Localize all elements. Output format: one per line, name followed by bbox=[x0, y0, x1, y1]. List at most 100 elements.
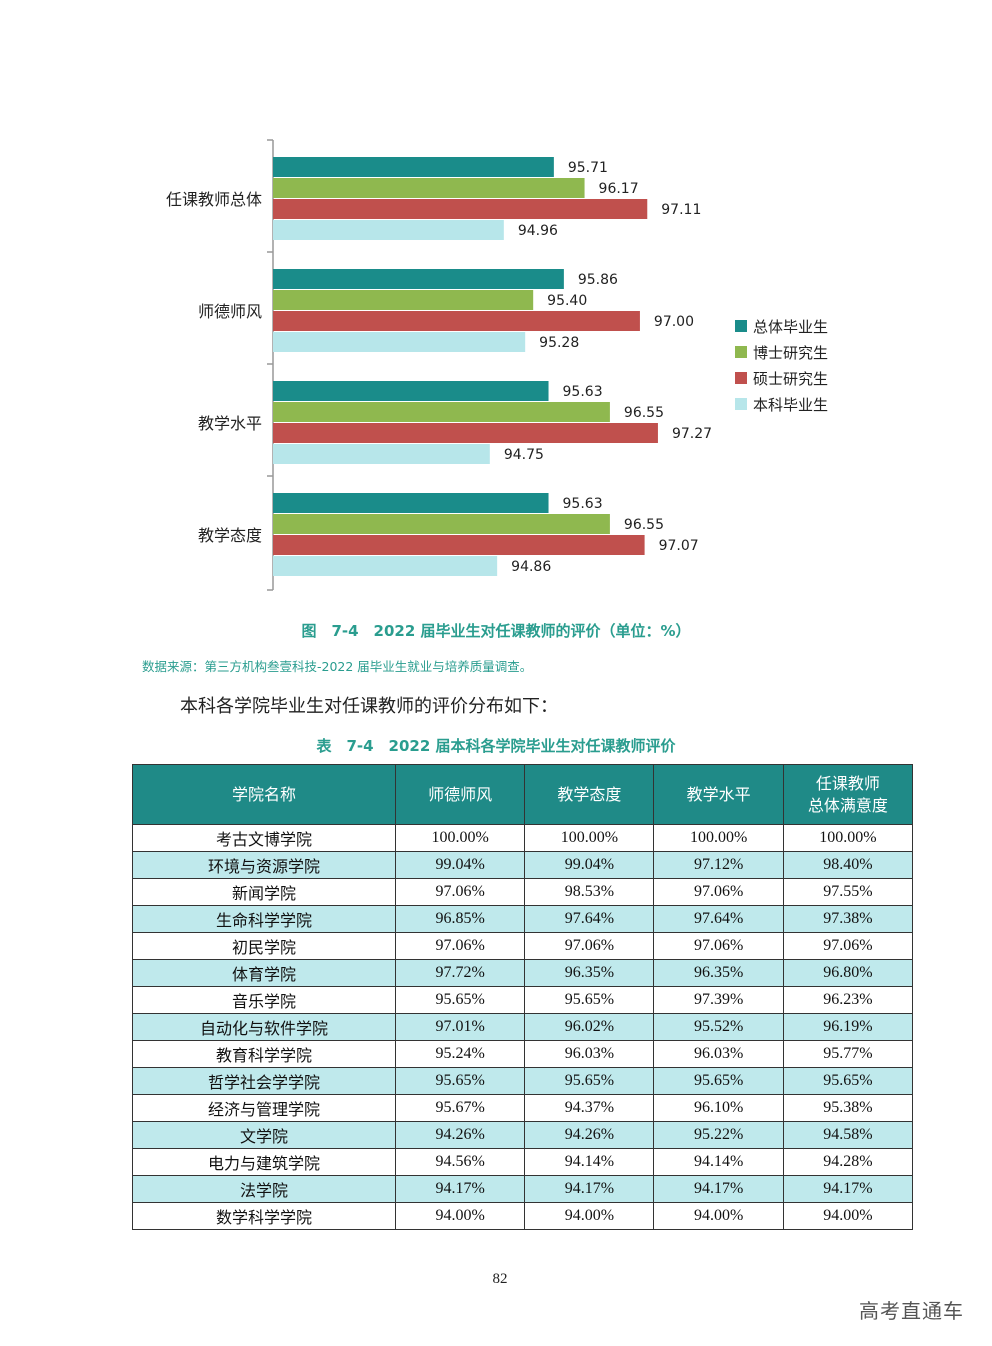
table-row: 数学科学学院 94.00% 94.00% 94.00% 94.00% bbox=[132, 1202, 914, 1230]
table-row: 音乐学院 95.65% 95.65% 97.39% 96.23% bbox=[132, 986, 914, 1014]
score-cell: 96.10% bbox=[653, 1094, 784, 1122]
college-name-cell: 电力与建筑学院 bbox=[132, 1148, 396, 1176]
score-cell: 97.06% bbox=[394, 878, 526, 906]
header-attitude: 教学态度 bbox=[524, 764, 655, 825]
score-cell: 95.65% bbox=[524, 986, 655, 1014]
score-cell: 94.26% bbox=[524, 1121, 655, 1149]
score-cell: 96.85% bbox=[394, 905, 526, 933]
data-label: 97.27 bbox=[672, 426, 712, 442]
table-row: 哲学社会学学院 95.65% 95.65% 95.65% 95.65% bbox=[132, 1067, 914, 1095]
score-cell: 99.04% bbox=[524, 851, 655, 879]
legend-label: 博士研究生 bbox=[753, 344, 828, 362]
data-label: 95.63 bbox=[563, 384, 603, 400]
score-cell: 97.64% bbox=[653, 905, 784, 933]
header-college-name: 学院名称 bbox=[132, 764, 396, 825]
category-label: 师德师风 bbox=[198, 302, 262, 321]
table-row: 自动化与软件学院 97.01% 96.02% 95.52% 96.19% bbox=[132, 1013, 914, 1041]
score-cell: 95.22% bbox=[653, 1121, 784, 1149]
score-cell: 94.17% bbox=[653, 1175, 784, 1203]
figure-caption: 图 7-4 2022 届毕业生对任课教师的评价（单位：%） bbox=[301, 622, 691, 640]
table-row: 文学院 94.26% 94.26% 95.22% 94.58% bbox=[132, 1121, 914, 1149]
college-name-cell: 哲学社会学学院 bbox=[132, 1067, 396, 1095]
score-cell: 94.37% bbox=[524, 1094, 655, 1122]
bar bbox=[273, 311, 640, 331]
data-label: 95.86 bbox=[578, 272, 618, 288]
college-name-cell: 环境与资源学院 bbox=[132, 851, 396, 879]
bar bbox=[273, 402, 610, 422]
score-cell: 95.65% bbox=[782, 1067, 914, 1095]
college-name-cell: 教育科学学院 bbox=[132, 1040, 396, 1068]
score-cell: 97.06% bbox=[524, 932, 655, 960]
category-label: 任课教师总体 bbox=[166, 190, 262, 209]
college-name-cell: 音乐学院 bbox=[132, 986, 396, 1014]
score-cell: 95.65% bbox=[653, 1067, 784, 1095]
college-name-cell: 体育学院 bbox=[132, 959, 396, 987]
table-row: 考古文博学院 100.00% 100.00% 100.00% 100.00% bbox=[132, 824, 914, 852]
bar bbox=[273, 514, 610, 534]
college-name-cell: 自动化与软件学院 bbox=[132, 1013, 396, 1041]
score-cell: 94.17% bbox=[394, 1175, 526, 1203]
header-overall-line1: 任课教师 bbox=[815, 773, 880, 793]
score-cell: 98.40% bbox=[782, 851, 914, 879]
table-row: 经济与管理学院 95.67% 94.37% 96.10% 95.38% bbox=[132, 1094, 914, 1122]
header-level: 教学水平 bbox=[653, 764, 784, 825]
data-label: 97.00 bbox=[654, 314, 694, 330]
college-name-cell: 考古文博学院 bbox=[132, 824, 396, 852]
score-cell: 96.35% bbox=[653, 959, 784, 987]
table-header-row: 学院名称 师德师风 教学态度 教学水平 任课教师 总体满意度 bbox=[132, 764, 914, 825]
score-cell: 95.77% bbox=[782, 1040, 914, 1068]
score-cell: 94.00% bbox=[524, 1202, 655, 1230]
table-row: 环境与资源学院 99.04% 99.04% 97.12% 98.40% bbox=[132, 851, 914, 879]
bar bbox=[273, 381, 549, 401]
bar bbox=[273, 493, 549, 513]
score-cell: 97.12% bbox=[653, 851, 784, 879]
data-label: 95.63 bbox=[563, 496, 603, 512]
table-row: 体育学院 97.72% 96.35% 96.35% 96.80% bbox=[132, 959, 914, 987]
bar bbox=[273, 199, 648, 219]
score-cell: 94.14% bbox=[653, 1148, 784, 1176]
score-cell: 94.58% bbox=[782, 1121, 914, 1149]
bar bbox=[273, 290, 534, 310]
data-label: 97.07 bbox=[659, 538, 699, 554]
score-cell: 95.65% bbox=[394, 1067, 526, 1095]
score-cell: 94.00% bbox=[394, 1202, 526, 1230]
table-row: 生命科学学院 96.85% 97.64% 97.64% 97.38% bbox=[132, 905, 914, 933]
bar bbox=[273, 157, 554, 177]
header-overall: 任课教师 总体满意度 bbox=[782, 764, 914, 825]
score-cell: 100.00% bbox=[394, 824, 526, 852]
score-cell: 94.56% bbox=[394, 1148, 526, 1176]
score-cell: 97.06% bbox=[782, 932, 914, 960]
table-body: 考古文博学院 100.00% 100.00% 100.00% 100.00% 环境与资源学… bbox=[132, 824, 914, 1230]
bar bbox=[273, 444, 490, 464]
score-cell: 98.53% bbox=[524, 878, 655, 906]
data-label: 94.96 bbox=[518, 223, 558, 239]
score-cell: 96.03% bbox=[524, 1040, 655, 1068]
score-cell: 97.01% bbox=[394, 1013, 526, 1041]
college-name-cell: 文学院 bbox=[132, 1121, 396, 1149]
data-label: 95.28 bbox=[539, 335, 579, 351]
score-cell: 96.80% bbox=[782, 959, 914, 987]
score-cell: 94.14% bbox=[524, 1148, 655, 1176]
score-cell: 97.72% bbox=[394, 959, 526, 987]
table-row: 初民学院 97.06% 97.06% 97.06% 97.06% bbox=[132, 932, 914, 960]
college-name-cell: 新闻学院 bbox=[132, 878, 396, 906]
score-cell: 97.06% bbox=[653, 932, 784, 960]
legend-swatch bbox=[735, 372, 747, 384]
college-name-cell: 生命科学学院 bbox=[132, 905, 396, 933]
legend-swatch bbox=[735, 320, 747, 332]
score-cell: 97.39% bbox=[653, 986, 784, 1014]
score-cell: 94.17% bbox=[524, 1175, 655, 1203]
intro-paragraph: 本科各学院毕业生对任课教师的评价分布如下： bbox=[180, 696, 558, 717]
bar bbox=[273, 535, 645, 555]
data-label: 96.17 bbox=[599, 181, 639, 197]
score-cell: 94.26% bbox=[394, 1121, 526, 1149]
score-cell: 95.65% bbox=[394, 986, 526, 1014]
score-cell: 97.38% bbox=[782, 905, 914, 933]
score-cell: 99.04% bbox=[394, 851, 526, 879]
data-label: 95.40 bbox=[547, 293, 587, 309]
score-cell: 94.17% bbox=[782, 1175, 914, 1203]
score-cell: 95.38% bbox=[782, 1094, 914, 1122]
score-cell: 97.64% bbox=[524, 905, 655, 933]
table-row: 新闻学院 97.06% 98.53% 97.06% 97.55% bbox=[132, 878, 914, 906]
score-cell: 96.02% bbox=[524, 1013, 655, 1041]
